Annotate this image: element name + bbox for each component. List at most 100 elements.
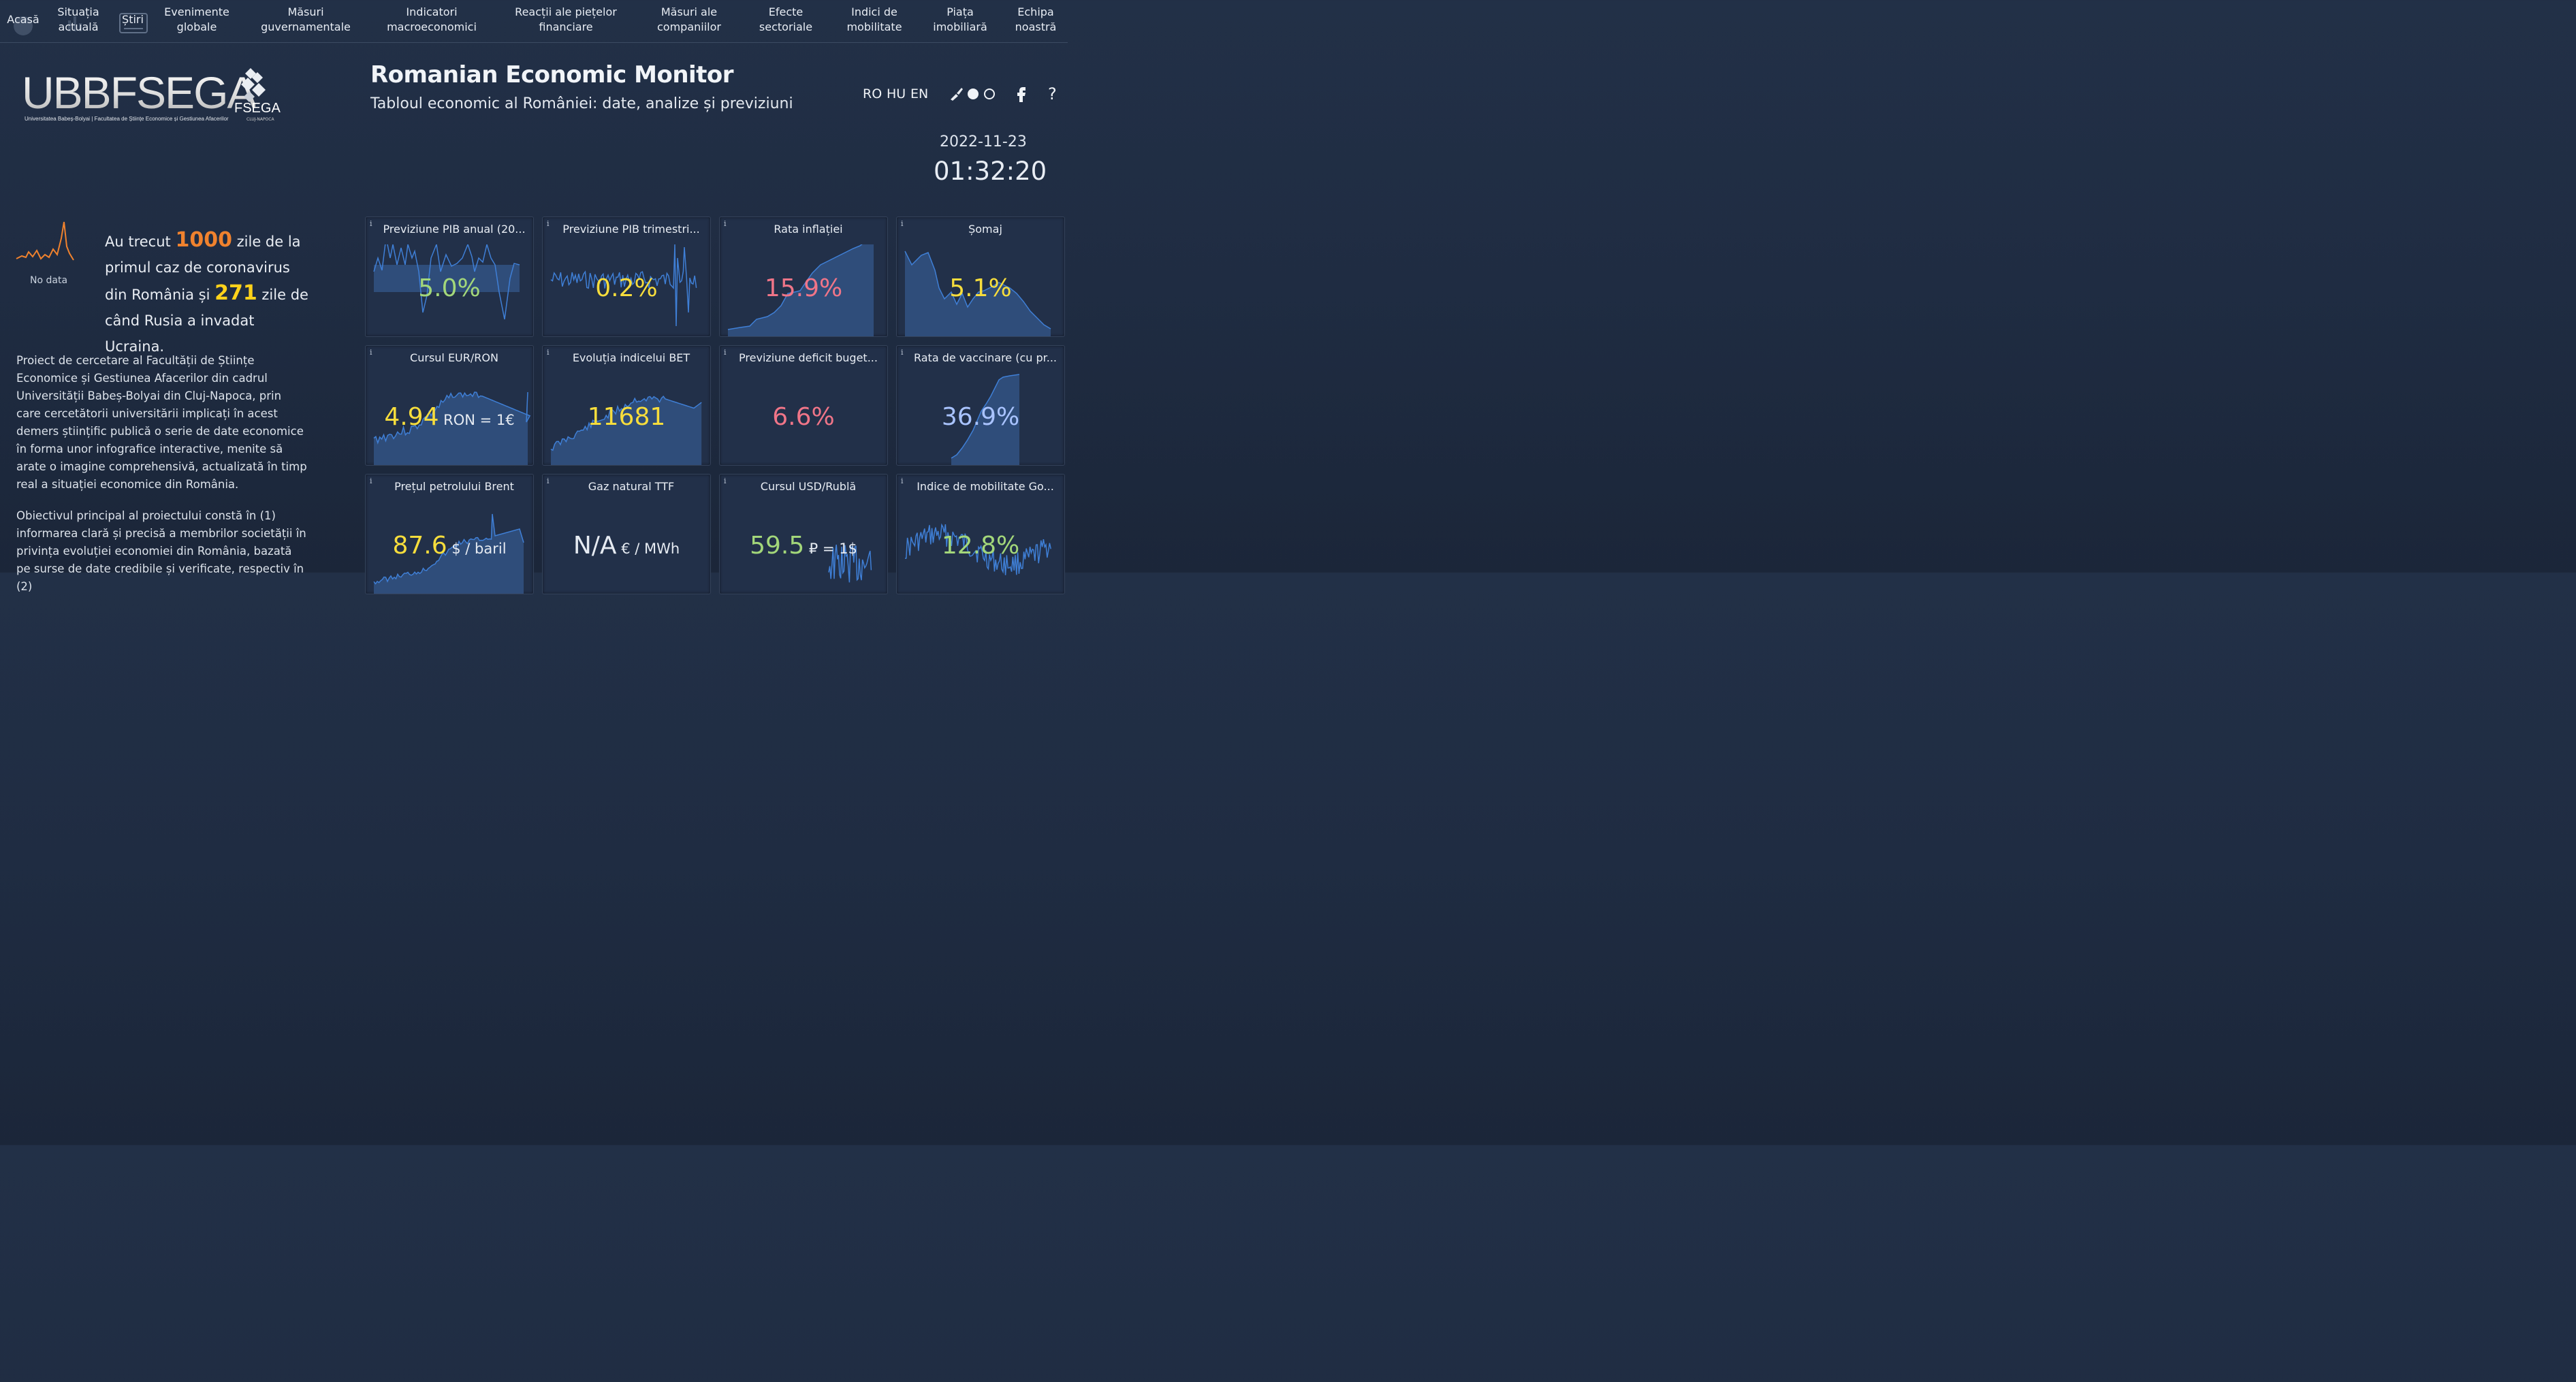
card-value-unit: $ / baril <box>447 541 507 557</box>
card-value: 12.8% <box>897 532 1064 560</box>
info-icon[interactable]: i <box>547 348 550 357</box>
info-icon[interactable]: i <box>547 477 550 485</box>
indicator-card[interactable]: i Evoluția indicelui BET 11681 <box>542 345 711 466</box>
fsega-emblem-icon <box>241 68 266 102</box>
nav-indici-mobilitate[interactable]: Indici de mobilitate <box>846 5 902 33</box>
card-value-unit: RON = 1€ <box>439 412 515 428</box>
sparkline-line <box>904 251 1051 330</box>
dark-theme-dot <box>968 89 979 99</box>
sparkline-line <box>373 391 531 445</box>
indicator-card[interactable]: i Rata inflației 15.9% <box>719 216 888 337</box>
lang-hu[interactable]: HU <box>887 86 906 101</box>
card-sparkline <box>550 395 702 465</box>
info-icon[interactable]: i <box>724 477 727 485</box>
card-value-unit: € / MWh <box>616 541 680 557</box>
logo-subtitle: Universitatea Babeș-Bolyai | Facultatea … <box>25 116 229 122</box>
indicator-card[interactable]: i Gaz natural TTF N/A € / MWh <box>542 474 711 594</box>
counter-text-1: Au trecut <box>105 234 176 250</box>
days-since-war: 271 <box>214 281 257 305</box>
help-question-icon[interactable]: ? <box>1046 84 1060 103</box>
brush-icon <box>951 88 963 101</box>
theme-switch[interactable] <box>948 86 998 102</box>
card-value-unit: ₽ = 1$ <box>804 541 857 557</box>
indicator-card[interactable]: i Rata de vaccinare (cu pr... 36.9% <box>896 345 1065 466</box>
card-sparkline <box>951 374 1020 465</box>
card-sparkline <box>904 251 1051 336</box>
info-icon[interactable]: i <box>370 477 372 485</box>
card-value-number: 5.0% <box>418 274 481 302</box>
info-icon[interactable]: i <box>901 219 904 228</box>
card-value-number: 59.5 <box>750 532 805 560</box>
card-sparkline <box>727 244 874 336</box>
svg-text:?: ? <box>1048 84 1057 103</box>
card-title: Previziune deficit buget... <box>739 351 878 364</box>
facebook-icon[interactable] <box>1015 84 1028 102</box>
info-icon[interactable]: i <box>370 348 372 357</box>
card-title: Rata inflației <box>774 223 843 236</box>
indicator-card[interactable]: i Cursul USD/Rublă 59.5 ₽ = 1$ <box>719 474 888 594</box>
card-value: 4.94 RON = 1€ <box>366 403 533 431</box>
counter-text-3: zile de când Rusia a invadat Ucraina. <box>105 287 308 355</box>
nav-situatia-actuala[interactable]: Situația actuală <box>57 5 99 33</box>
ubbfsega-logo[interactable]: UBBFSEGA Universitatea Babeș-Bolyai | Fa… <box>22 65 294 127</box>
indicator-card[interactable]: i Previziune deficit buget... 6.6% <box>719 345 888 466</box>
intro-paragraph-1: Proiect de cercetare al Facultății de Șt… <box>16 354 307 491</box>
nav-efecte-sectoriale[interactable]: Efecte sectoriale <box>759 5 813 33</box>
no-data-label: No data <box>30 275 68 286</box>
card-value-number: 11681 <box>587 403 666 431</box>
indicator-card[interactable]: i Indice de mobilitate Go... 12.8% <box>896 474 1065 594</box>
nav-stiri[interactable]: Știri <box>122 13 144 26</box>
card-sparkline <box>373 513 524 594</box>
indicator-card[interactable]: i Șomaj 5.1% <box>896 216 1065 337</box>
days-counter: Au trecut 1000 zile de la primul caz de … <box>105 227 316 359</box>
card-title: Prețul petrolului Brent <box>394 480 514 493</box>
card-value-number: 36.9% <box>941 403 1020 431</box>
card-sparkline <box>828 545 872 583</box>
card-value-number: 15.9% <box>764 274 843 302</box>
card-title: Cursul EUR/RON <box>410 351 498 364</box>
sparkline-line <box>951 374 1020 459</box>
card-value-number: N/A <box>573 532 617 560</box>
nav-piata-imobiliara[interactable]: Piața imobiliară <box>933 5 987 33</box>
card-value-number: 6.6% <box>772 403 835 431</box>
fsega-wordmark: FSEGA <box>234 101 281 116</box>
indicator-card[interactable]: i Previziune PIB anual (20... 5.0% <box>365 216 534 337</box>
logo-text: UBBFSEGA <box>22 65 257 120</box>
nav-reactii-piete-financiare[interactable]: Reacții ale piețelor financiare <box>515 5 617 33</box>
lang-ro[interactable]: RO <box>863 86 882 101</box>
nav-masuri-companiilor[interactable]: Măsuri ale companiilor <box>657 5 721 33</box>
nav-evenimente-globale[interactable]: Evenimente globale <box>164 5 229 33</box>
card-value-number: 4.94 <box>384 403 439 431</box>
card-title: Rata de vaccinare (cu pr... <box>913 351 1058 364</box>
nav-indicatori-macroeconomici[interactable]: Indicatori macroeconomici <box>387 5 477 33</box>
current-date: 2022-11-23 <box>940 133 1027 150</box>
card-value-number: 12.8% <box>941 532 1020 560</box>
sparkline-area <box>551 396 702 465</box>
info-icon[interactable]: i <box>901 348 904 357</box>
fsega-city: CLUJ-NAPOCA <box>247 117 274 122</box>
sparkline-line <box>904 523 1051 575</box>
info-icon[interactable]: i <box>724 219 727 228</box>
sparkline-line <box>727 244 863 330</box>
indicator-card[interactable]: i Cursul EUR/RON 4.94 RON = 1€ <box>365 345 534 466</box>
card-title: Previziune PIB trimestri... <box>562 223 700 236</box>
indicator-card[interactable]: i Previziune PIB trimestri... 0.2% <box>542 216 711 337</box>
sparkline-area <box>374 392 530 465</box>
nav-acasa[interactable]: Acasă <box>7 13 39 26</box>
info-icon[interactable]: i <box>547 219 550 228</box>
indicator-card[interactable]: i Prețul petrolului Brent 87.6 $ / baril <box>365 474 534 594</box>
days-since-covid: 1000 <box>175 228 232 252</box>
light-theme-dot <box>984 89 995 99</box>
lang-en[interactable]: EN <box>910 86 929 101</box>
nav-echipa-noastra[interactable]: Echipa noastră <box>1015 5 1057 33</box>
nav-masuri-guvernamentale[interactable]: Măsuri guvernamentale <box>261 5 351 33</box>
chart-icon <box>68 16 82 31</box>
home-icon <box>14 16 33 35</box>
card-value: 87.6 $ / baril <box>366 532 533 560</box>
card-value: 5.1% <box>897 274 1064 302</box>
card-value: 11681 <box>543 403 710 431</box>
card-value: 59.5 ₽ = 1$ <box>720 532 887 560</box>
info-icon[interactable]: i <box>370 219 372 228</box>
info-icon[interactable]: i <box>901 477 904 485</box>
info-icon[interactable]: i <box>724 348 727 357</box>
